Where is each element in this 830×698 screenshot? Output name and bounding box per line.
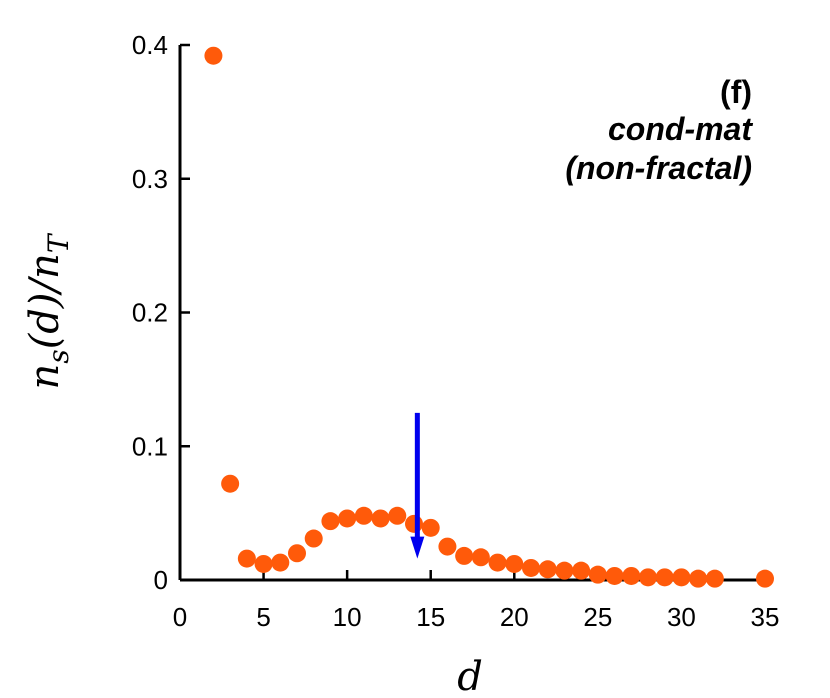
data-point — [371, 509, 390, 528]
data-point — [254, 554, 273, 573]
panel-label: (f) — [720, 74, 752, 110]
y-tick-label: 0 — [154, 565, 168, 595]
x-tick-label: 15 — [416, 602, 445, 632]
x-tick-label: 25 — [583, 602, 612, 632]
data-point — [405, 514, 423, 533]
y-tick-label: 0.4 — [132, 30, 168, 60]
x-tick-label: 20 — [500, 602, 529, 632]
annotation-line-2: (non-fractal) — [565, 150, 752, 186]
data-point — [488, 553, 507, 572]
data-point — [421, 518, 440, 537]
x-tick-label: 10 — [333, 602, 362, 632]
data-point — [338, 509, 357, 528]
y-tick-label: 0.3 — [132, 164, 168, 194]
y-tick-labels: 0 0.1 0.2 0.3 0.4 — [132, 30, 168, 595]
data-point — [221, 474, 240, 493]
x-tick-label: 5 — [256, 602, 270, 632]
data-point — [605, 566, 624, 585]
arrow-marker — [410, 412, 425, 559]
annotation-line-1: cond-mat — [608, 111, 753, 147]
data-point — [438, 537, 457, 556]
y-tick-label: 0.1 — [132, 431, 168, 461]
data-points — [204, 46, 774, 588]
x-tick-label: 0 — [173, 602, 187, 632]
y-tick-label: 0.2 — [132, 298, 168, 328]
data-point — [455, 546, 474, 565]
data-point — [237, 549, 256, 568]
data-point — [655, 568, 674, 587]
data-point — [689, 569, 708, 588]
x-axis-label: d — [457, 654, 483, 698]
data-point — [321, 512, 340, 531]
data-point — [622, 566, 641, 585]
data-point — [756, 569, 774, 588]
arrow-head — [410, 536, 425, 559]
data-point — [705, 569, 724, 588]
data-point — [271, 553, 290, 572]
data-point — [672, 568, 691, 587]
y-label-sub-s: s — [42, 349, 75, 363]
data-point — [572, 561, 591, 580]
data-point — [388, 506, 407, 525]
data-point — [505, 554, 524, 573]
y-label-middle: (d)/n — [22, 253, 68, 349]
data-point — [304, 529, 323, 548]
data-point — [588, 565, 607, 584]
y-label-sub-T: T — [42, 232, 75, 253]
data-point — [354, 506, 373, 525]
data-point — [204, 46, 223, 65]
data-point — [555, 561, 574, 580]
data-point — [288, 544, 306, 563]
y-label-n: n — [22, 364, 68, 390]
x-tick-labels: 0 5 10 15 20 25 30 35 — [173, 602, 780, 632]
x-tick-label: 30 — [667, 602, 696, 632]
data-point — [471, 548, 490, 567]
data-point — [538, 560, 557, 579]
x-tick-label: 35 — [751, 602, 780, 632]
data-point — [639, 568, 657, 587]
y-axis-label: ns(d)/nT — [22, 232, 75, 389]
data-point — [522, 558, 540, 577]
